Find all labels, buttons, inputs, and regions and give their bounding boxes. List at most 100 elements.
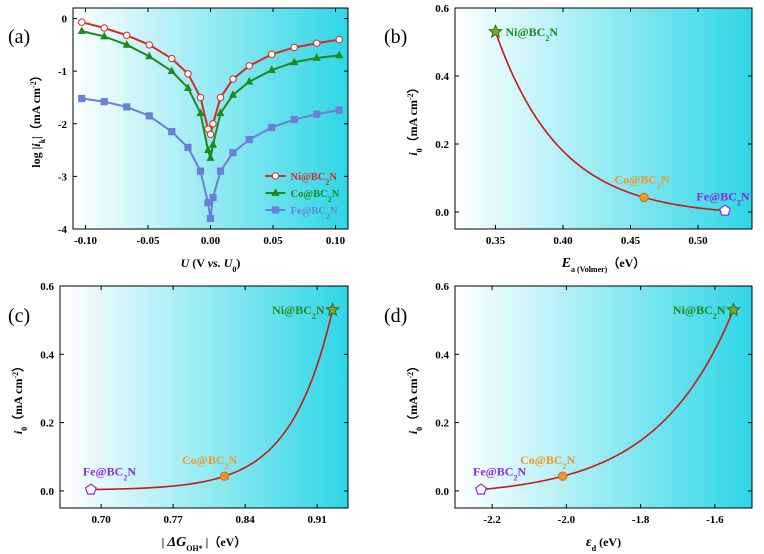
series-point-0 bbox=[313, 39, 321, 47]
legend-entry-2: Fe@BC2N bbox=[291, 206, 338, 221]
legend-marker-1 bbox=[271, 188, 280, 196]
series-point-2 bbox=[216, 167, 225, 175]
series-point-0 bbox=[145, 41, 153, 49]
x-tick-label: 0.05 bbox=[263, 235, 283, 247]
series-point-1 bbox=[267, 65, 276, 73]
plot-background bbox=[60, 286, 348, 508]
y-tick-label: 0 bbox=[62, 14, 68, 26]
y-tick-label: -2 bbox=[58, 119, 68, 131]
y-tick-label: 0.6 bbox=[435, 281, 449, 293]
data-point-label: Fe@BC2N bbox=[473, 465, 527, 483]
legend-entry-1: Co@BC2N bbox=[291, 189, 340, 204]
y-axis-label: i0（mA cm-2） bbox=[405, 81, 424, 155]
data-point-pentagon bbox=[84, 483, 97, 495]
data-point-label: Co@BC2N bbox=[182, 453, 237, 471]
x-tick-label: 0.10 bbox=[326, 235, 346, 247]
series-point-2 bbox=[100, 98, 108, 106]
series-point-0 bbox=[335, 35, 343, 44]
y-tick-label: 0.0 bbox=[40, 486, 54, 498]
data-point-circle bbox=[639, 192, 649, 203]
series-point-0 bbox=[229, 75, 237, 83]
data-point-label: Fe@BC2N bbox=[696, 190, 750, 208]
x-tick-label: 0.84 bbox=[236, 514, 256, 526]
data-point-label: Ni@BC2N bbox=[272, 303, 325, 321]
series-point-2 bbox=[209, 193, 217, 202]
series-point-1 bbox=[145, 51, 154, 60]
plot-frame bbox=[59, 285, 349, 509]
series-point-0 bbox=[184, 70, 192, 78]
y-tick-label: 0.4 bbox=[435, 71, 449, 83]
series-point-1 bbox=[183, 83, 193, 91]
series-point-2 bbox=[204, 199, 212, 207]
y-tick-label: -1 bbox=[58, 66, 67, 78]
x-tick-label: 0.91 bbox=[308, 514, 327, 526]
series-point-2 bbox=[206, 214, 215, 223]
series-point-0 bbox=[100, 24, 108, 32]
x-tick-label: 0.45 bbox=[621, 235, 641, 247]
data-point-pentagon bbox=[719, 204, 731, 216]
series-point-1 bbox=[228, 90, 238, 98]
y-tick-label: 0.2 bbox=[40, 418, 54, 430]
x-tick-label: -2.0 bbox=[558, 514, 576, 526]
series-point-1 bbox=[335, 50, 344, 59]
y-tick-label: 0.6 bbox=[40, 281, 54, 293]
series-point-1 bbox=[312, 53, 321, 61]
x-tick-label: -0.05 bbox=[137, 235, 160, 247]
fit-curve bbox=[90, 309, 334, 491]
y-tick-label: 0.0 bbox=[435, 486, 449, 498]
plot-background bbox=[455, 286, 752, 508]
series-point-2 bbox=[245, 135, 253, 144]
chart-panel-d: (d) -2.2 -2.0 -1.8 -1.6 0.0 0.2 0.4 0.6 i0（mA cm-… bbox=[384, 281, 753, 553]
plot-frame bbox=[454, 285, 753, 509]
data-point-pentagon bbox=[475, 483, 487, 495]
x-tick-label: -1.8 bbox=[632, 514, 650, 526]
panel-label: (b) bbox=[384, 26, 407, 48]
series-point-0 bbox=[216, 93, 225, 102]
x-axis-label: U (V vs. U0) bbox=[181, 256, 241, 274]
y-tick-label: 0.0 bbox=[435, 207, 449, 219]
series-point-0 bbox=[209, 120, 217, 128]
series-point-1 bbox=[290, 57, 299, 66]
series-point-2 bbox=[196, 167, 205, 175]
series-point-1 bbox=[216, 108, 225, 117]
y-tick-label: 0.6 bbox=[435, 3, 449, 15]
chart-panel-b: (b) 0.35 0.40 0.45 0.50 0.0 0.2 0.4 0.6 i0（mA cm-… bbox=[384, 3, 753, 274]
series-point-0 bbox=[268, 50, 276, 59]
series-point-0 bbox=[123, 31, 131, 40]
series-point-1 bbox=[245, 76, 254, 85]
series-point-2 bbox=[145, 112, 153, 120]
series-point-2 bbox=[123, 103, 131, 111]
x-axis-label: Ea (Volmer)（eV） bbox=[561, 255, 646, 274]
x-tick-label: 0.77 bbox=[164, 514, 184, 526]
data-point-circle bbox=[219, 471, 230, 481]
chart-panel-a: (a) -0.10 -0.05 0.00 0.05 0.10 0 -1 -2 -3 -4 log |i… bbox=[8, 7, 349, 274]
data-point-circle bbox=[557, 471, 568, 481]
fit-curve bbox=[494, 31, 726, 212]
data-point-label: Fe@BC2N bbox=[83, 465, 137, 483]
x-tick-label: -0.10 bbox=[74, 235, 97, 247]
chart-panel-c: (c) 0.70 0.77 0.84 0.91 0.0 0.2 0.4 0.6 i0（mA cm-… bbox=[8, 281, 349, 553]
data-point-star bbox=[488, 23, 503, 39]
data-point-star bbox=[325, 302, 340, 317]
panel-label: (d) bbox=[384, 305, 407, 327]
series-point-0 bbox=[168, 54, 176, 63]
series-point-1 bbox=[206, 153, 215, 161]
legend-marker-0 bbox=[271, 172, 280, 180]
x-tick-label: -1.6 bbox=[706, 514, 724, 526]
series-point-2 bbox=[168, 128, 176, 136]
series-point-0 bbox=[245, 62, 253, 70]
series-point-1 bbox=[203, 145, 213, 153]
y-tick-label: 0.4 bbox=[435, 349, 449, 361]
y-axis-label: log |ik|（mA cm-2） bbox=[28, 69, 47, 167]
series-point-2 bbox=[78, 94, 86, 103]
fit-curve bbox=[480, 309, 735, 491]
x-tick-label: 0.40 bbox=[553, 235, 573, 247]
y-tick-label: 0.4 bbox=[40, 349, 54, 361]
x-tick-label: -2.2 bbox=[483, 514, 501, 526]
panel-label: (a) bbox=[8, 26, 30, 48]
data-point-label: Ni@BC2N bbox=[673, 303, 726, 321]
plot-background bbox=[455, 8, 752, 229]
series-point-2 bbox=[335, 106, 343, 114]
data-point-label: Ni@BC2N bbox=[506, 25, 559, 43]
